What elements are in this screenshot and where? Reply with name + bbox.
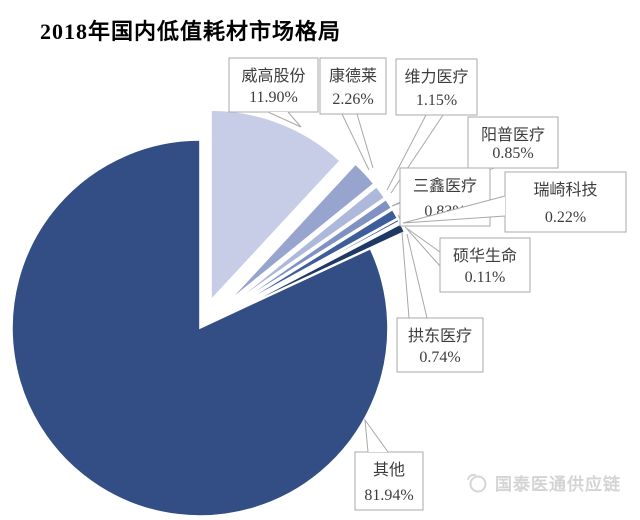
label-leader-line-康德莱 [356, 113, 374, 169]
watermark: 国泰医通供应链 [466, 470, 621, 495]
label-name-瑞崎科技: 瑞崎科技 [533, 181, 597, 199]
label-value-瑞崎科技: 0.22% [545, 209, 586, 226]
label-callout-tail-瑞崎科技 [402, 195, 506, 224]
label-value-威高股份: 11.90% [249, 89, 298, 106]
label-value-硕华生命: 0.11% [465, 269, 506, 286]
label-leader-line-硕华生命 [406, 228, 441, 267]
label-leader-line-康德莱 [341, 113, 370, 171]
label-name-其他: 其他 [373, 461, 405, 479]
label-value-其他: 81.94% [364, 487, 413, 504]
pie-slice-其他 [11, 139, 389, 517]
pie-slice-阳普医疗 [229, 198, 393, 309]
watermark-text: 国泰医通供应链 [495, 475, 621, 494]
label-leader-line-硕华生命 [404, 226, 441, 253]
watermark-logo-icon [466, 472, 488, 494]
pie-slice-康德莱 [225, 162, 376, 305]
chart-title: 2018年国内低值耗材市场格局 [40, 19, 342, 44]
label-box-瑞崎科技 [504, 171, 627, 233]
label-value-阳普医疗: 0.85% [492, 145, 533, 162]
label-name-康德莱: 康德莱 [329, 67, 377, 85]
label-box-拱东医疗 [396, 317, 484, 373]
label-box-硕华生命 [439, 237, 531, 293]
label-box-其他 [354, 451, 424, 511]
label-name-威高股份: 威高股份 [241, 67, 305, 85]
label-name-阳普医疗: 阳普医疗 [481, 126, 545, 144]
label-callout-tail-其他 [364, 418, 389, 453]
label-leader-line-拱东医疗 [401, 231, 410, 319]
label-box-阳普医疗 [467, 116, 559, 169]
label-name-维力医疗: 维力医疗 [404, 68, 468, 86]
label-value-维力医疗: 1.15% [416, 92, 457, 109]
label-name-三鑫医疗: 三鑫医疗 [413, 176, 477, 195]
label-value-康德莱: 2.26% [332, 91, 373, 108]
label-box-维力医疗 [395, 58, 478, 116]
label-leader-line-维力医疗 [386, 114, 427, 191]
pie-slice-威高股份 [210, 109, 342, 303]
label-leader-line-拱东医疗 [406, 233, 428, 319]
label-name-硕华生命: 硕华生命 [453, 247, 517, 265]
pie-slice-维力医疗 [228, 185, 386, 308]
pie-slice-三鑫医疗 [230, 208, 399, 311]
label-name-拱东医疗: 拱东医疗 [408, 327, 472, 345]
label-callout-tail-威高股份 [267, 111, 302, 128]
label-box-康德莱 [319, 57, 387, 115]
label-value-拱东医疗: 0.74% [419, 349, 460, 366]
